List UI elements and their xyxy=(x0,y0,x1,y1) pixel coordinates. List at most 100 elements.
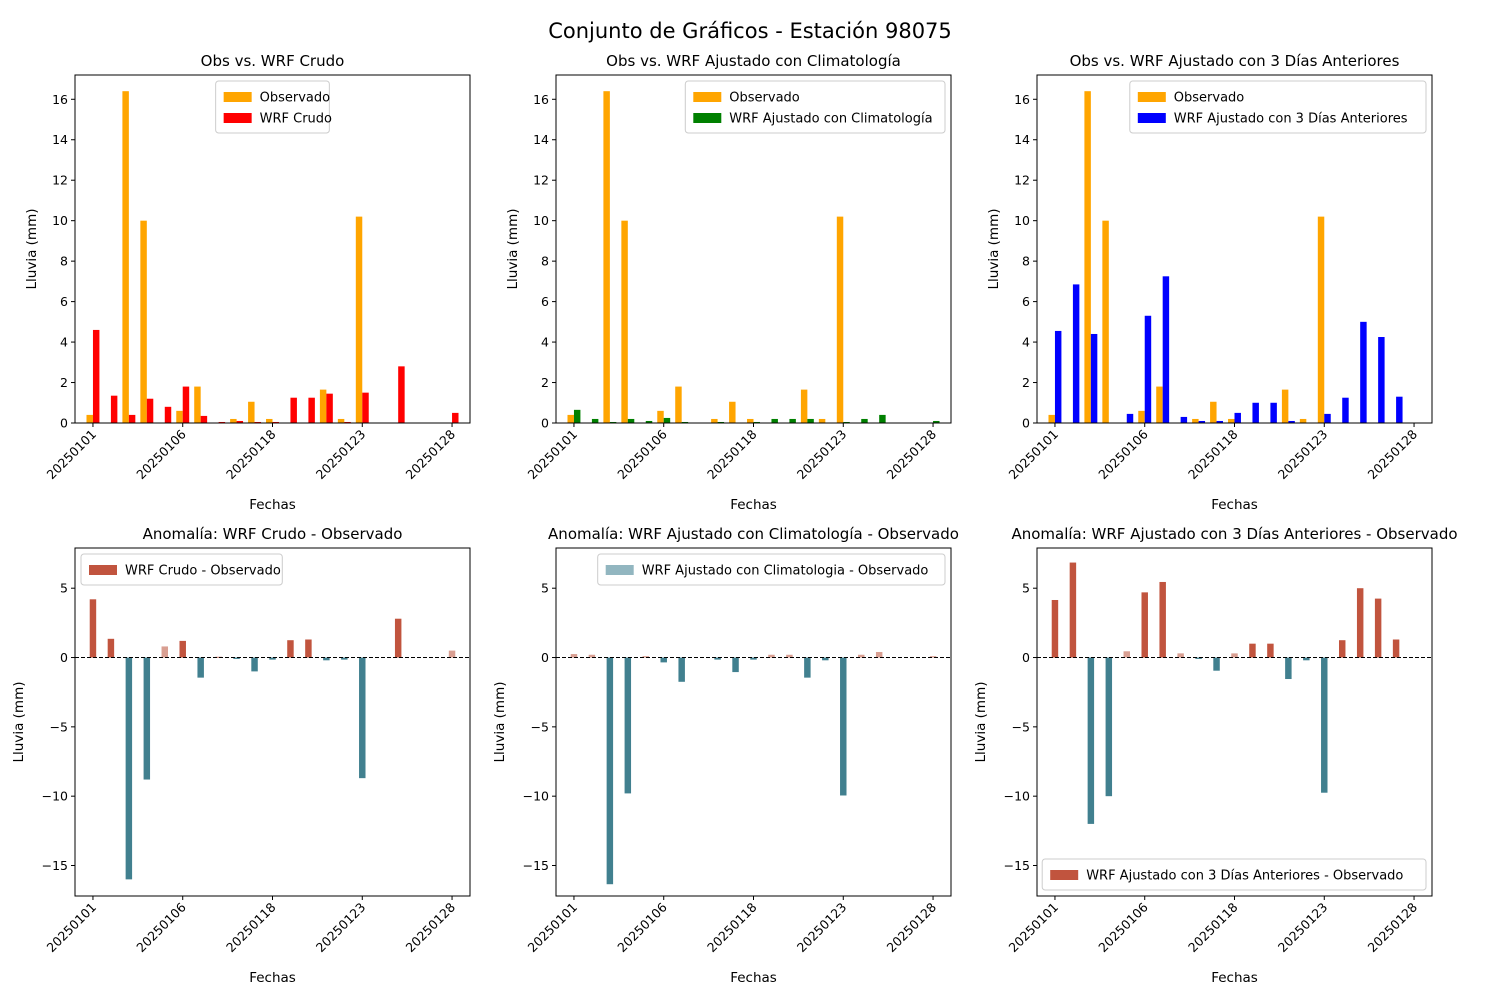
anomaly-bar xyxy=(323,657,330,661)
bar-wrf-clim xyxy=(663,417,671,423)
anomaly-bar xyxy=(1069,562,1077,658)
y-tick-label: 0 xyxy=(541,650,549,665)
y-tick-label: 0 xyxy=(60,650,68,665)
bar-observado xyxy=(800,389,808,423)
legend: WRF Ajustado con 3 Días Anteriores - Obs… xyxy=(1041,858,1427,891)
y-tick-label: 10 xyxy=(1014,213,1030,228)
x-tick-label: 20250118 xyxy=(223,899,279,955)
legend-swatch xyxy=(693,92,722,102)
bar-wrf-clim xyxy=(591,418,599,423)
bar-observado xyxy=(248,401,255,423)
y-tick-label: 8 xyxy=(541,254,549,269)
chart-title: Anomalía: WRF Ajustado con 3 Días Anteri… xyxy=(1011,525,1457,543)
x-tick-label: 20250123 xyxy=(794,427,850,483)
bar-wrf-3d xyxy=(1216,420,1224,423)
bar-wrf-3d xyxy=(1324,413,1331,423)
anomaly-bar xyxy=(1285,657,1292,680)
anomaly-bar xyxy=(875,651,883,658)
bar-observado xyxy=(230,418,237,423)
anomaly-bar xyxy=(1321,657,1328,793)
x-tick-label: 20250118 xyxy=(223,426,279,482)
y-tick-label: −15 xyxy=(42,858,68,873)
y-tick-label: −10 xyxy=(523,789,549,804)
anomaly-bar xyxy=(1177,653,1184,658)
bar-wrf-clim xyxy=(681,421,689,423)
anomaly-bar xyxy=(786,654,793,658)
legend-label: WRF Crudo - Observado xyxy=(125,564,281,579)
plot-frame xyxy=(1036,547,1433,897)
anomaly-bar xyxy=(588,654,596,658)
anomaly-bar xyxy=(1338,640,1346,658)
bar-observado xyxy=(86,414,93,423)
y-tick-label: 12 xyxy=(533,173,549,188)
bar-wrf-3d xyxy=(1342,397,1349,423)
legend-box xyxy=(1129,80,1427,134)
bar-observado xyxy=(176,410,183,423)
bar-wrf-crudo xyxy=(308,397,315,423)
bar-observado xyxy=(355,216,363,423)
x-tick-label: 20250118 xyxy=(1185,426,1241,482)
bar-observado xyxy=(1281,389,1289,423)
bar-observado xyxy=(1048,414,1055,423)
x-tick-label: 20250123 xyxy=(1275,900,1331,956)
anomaly-bar xyxy=(750,657,757,660)
anomaly-bar xyxy=(161,646,169,658)
bar-wrf-3d xyxy=(1198,420,1206,423)
y-tick-label: 14 xyxy=(1014,132,1030,147)
bar-observado xyxy=(1156,386,1163,423)
chart-title: Obs vs. WRF Ajustado con 3 Días Anterior… xyxy=(1070,52,1400,70)
figure-suptitle: Conjunto de Gráficos - Estación 98075 xyxy=(548,19,952,43)
x-tick-label: 20250123 xyxy=(313,427,369,483)
bar-wrf-crudo xyxy=(200,415,208,423)
anomaly-bar xyxy=(1051,599,1059,658)
bar-wrf-3d xyxy=(1126,413,1134,423)
bar-wrf-clim xyxy=(843,421,850,423)
x-tick-label: 20250106 xyxy=(133,426,189,482)
chart-title: Anomalía: WRF Ajustado con Climatología … xyxy=(548,525,959,543)
x-axis-label: Fechas xyxy=(1211,970,1258,986)
x-tick-label: 20250123 xyxy=(1275,427,1331,483)
y-axis-label: Lluvia (mm) xyxy=(11,682,27,763)
legend-swatch xyxy=(1050,870,1079,880)
x-tick-label: 20250101 xyxy=(1005,427,1061,483)
bar-observado xyxy=(337,418,345,423)
anomaly-bar xyxy=(678,657,685,682)
anomaly-bar xyxy=(714,657,721,660)
bar-wrf-3d xyxy=(1378,337,1385,423)
bar-wrf-clim xyxy=(771,418,778,423)
anomaly-bar xyxy=(1123,651,1131,658)
bar-observado xyxy=(1210,401,1217,423)
anomaly-bar xyxy=(624,657,632,794)
anomaly-bar xyxy=(359,657,366,779)
anomaly-bar xyxy=(660,657,667,663)
bar-wrf-crudo xyxy=(164,406,172,423)
legend-box xyxy=(597,553,946,586)
legend: WRF Crudo - Observado xyxy=(80,553,283,586)
bar-wrf-3d xyxy=(1288,420,1295,423)
legend-swatch xyxy=(89,565,117,575)
plot-frame xyxy=(74,547,471,897)
bar-observado xyxy=(729,401,736,423)
bar-observado xyxy=(836,216,844,423)
x-tick-label: 20250101 xyxy=(524,427,580,483)
y-tick-label: 2 xyxy=(541,375,549,390)
y-tick-label: −15 xyxy=(1004,858,1030,873)
anomaly-bar xyxy=(215,656,222,658)
y-tick-label: 8 xyxy=(60,254,68,269)
y-tick-label: 12 xyxy=(1014,173,1030,188)
y-tick-label: 14 xyxy=(533,132,549,147)
x-tick-label: 20250106 xyxy=(614,899,670,955)
bar-wrf-3d xyxy=(1270,402,1277,423)
x-tick-label: 20250101 xyxy=(1005,900,1061,956)
chart-3: Obs vs. WRF Ajustado con 3 Días Anterior… xyxy=(986,52,1433,513)
bar-observado xyxy=(567,414,574,423)
x-tick-label: 20250123 xyxy=(313,900,369,956)
anomaly-bar xyxy=(89,599,97,658)
bar-wrf-crudo xyxy=(92,329,100,423)
y-tick-label: 6 xyxy=(60,294,68,309)
bar-observado xyxy=(1317,216,1325,423)
bar-wrf-3d xyxy=(1072,284,1080,423)
anomaly-bar xyxy=(107,638,115,658)
